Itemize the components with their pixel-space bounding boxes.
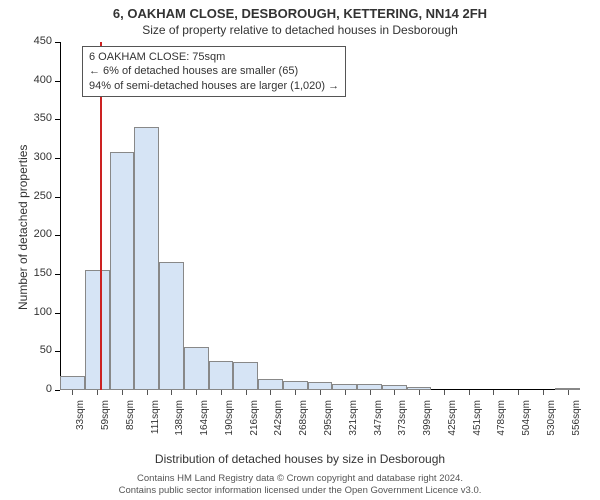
x-tick-label: 530sqm [546, 400, 557, 440]
y-tick-label: 450 [0, 35, 52, 47]
info-line-1: 6 OAKHAM CLOSE: 75sqm [89, 50, 339, 64]
title-sub: Size of property relative to detached ho… [0, 21, 600, 37]
histogram-bar [258, 379, 283, 390]
info-line-2: ← 6% of detached houses are smaller (65) [89, 64, 339, 78]
x-tick-label: 33sqm [75, 400, 86, 440]
y-tick-label: 400 [0, 74, 52, 86]
histogram-bar [184, 347, 209, 390]
x-tick-label: 347sqm [373, 400, 384, 440]
footer-line-2: Contains public sector information licen… [0, 485, 600, 496]
y-tick-label: 350 [0, 112, 52, 124]
x-tick-label: 216sqm [249, 400, 260, 440]
x-tick-label: 190sqm [224, 400, 235, 440]
x-tick-label: 478sqm [496, 400, 507, 440]
x-axis-label: Distribution of detached houses by size … [0, 452, 600, 466]
x-tick-label: 111sqm [150, 400, 161, 440]
x-tick-label: 242sqm [273, 400, 284, 440]
x-tick-label: 164sqm [199, 400, 210, 440]
title-main: 6, OAKHAM CLOSE, DESBOROUGH, KETTERING, … [0, 0, 600, 21]
x-tick-label: 399sqm [422, 400, 433, 440]
x-tick-label: 138sqm [174, 400, 185, 440]
x-tick-label: 556sqm [571, 400, 582, 440]
histogram-bar [209, 361, 234, 390]
info-line-3: 94% of semi-detached houses are larger (… [89, 79, 339, 93]
x-tick-label: 59sqm [100, 400, 111, 440]
histogram-bar [233, 362, 258, 390]
histogram-bar [134, 127, 159, 390]
y-tick-label: 50 [0, 344, 52, 356]
x-tick-label: 425sqm [447, 400, 458, 440]
histogram-bar [159, 262, 184, 390]
histogram-bar [60, 376, 85, 390]
x-tick-label: 504sqm [521, 400, 532, 440]
histogram-bar [85, 270, 110, 390]
x-tick-label: 451sqm [472, 400, 483, 440]
x-tick-label: 268sqm [298, 400, 309, 440]
y-tick-label: 0 [0, 383, 52, 395]
info-box: 6 OAKHAM CLOSE: 75sqm ← 6% of detached h… [82, 46, 346, 97]
footer-line-1: Contains HM Land Registry data © Crown c… [0, 473, 600, 484]
x-tick-label: 85sqm [125, 400, 136, 440]
x-tick-label: 373sqm [397, 400, 408, 440]
x-tick-label: 295sqm [323, 400, 334, 440]
histogram-bar [110, 152, 135, 390]
histogram-bar [308, 382, 333, 390]
x-tick-label: 321sqm [348, 400, 359, 440]
footer: Contains HM Land Registry data © Crown c… [0, 473, 600, 496]
histogram-bar [283, 381, 308, 390]
y-axis-label: Number of detached properties [16, 145, 30, 310]
